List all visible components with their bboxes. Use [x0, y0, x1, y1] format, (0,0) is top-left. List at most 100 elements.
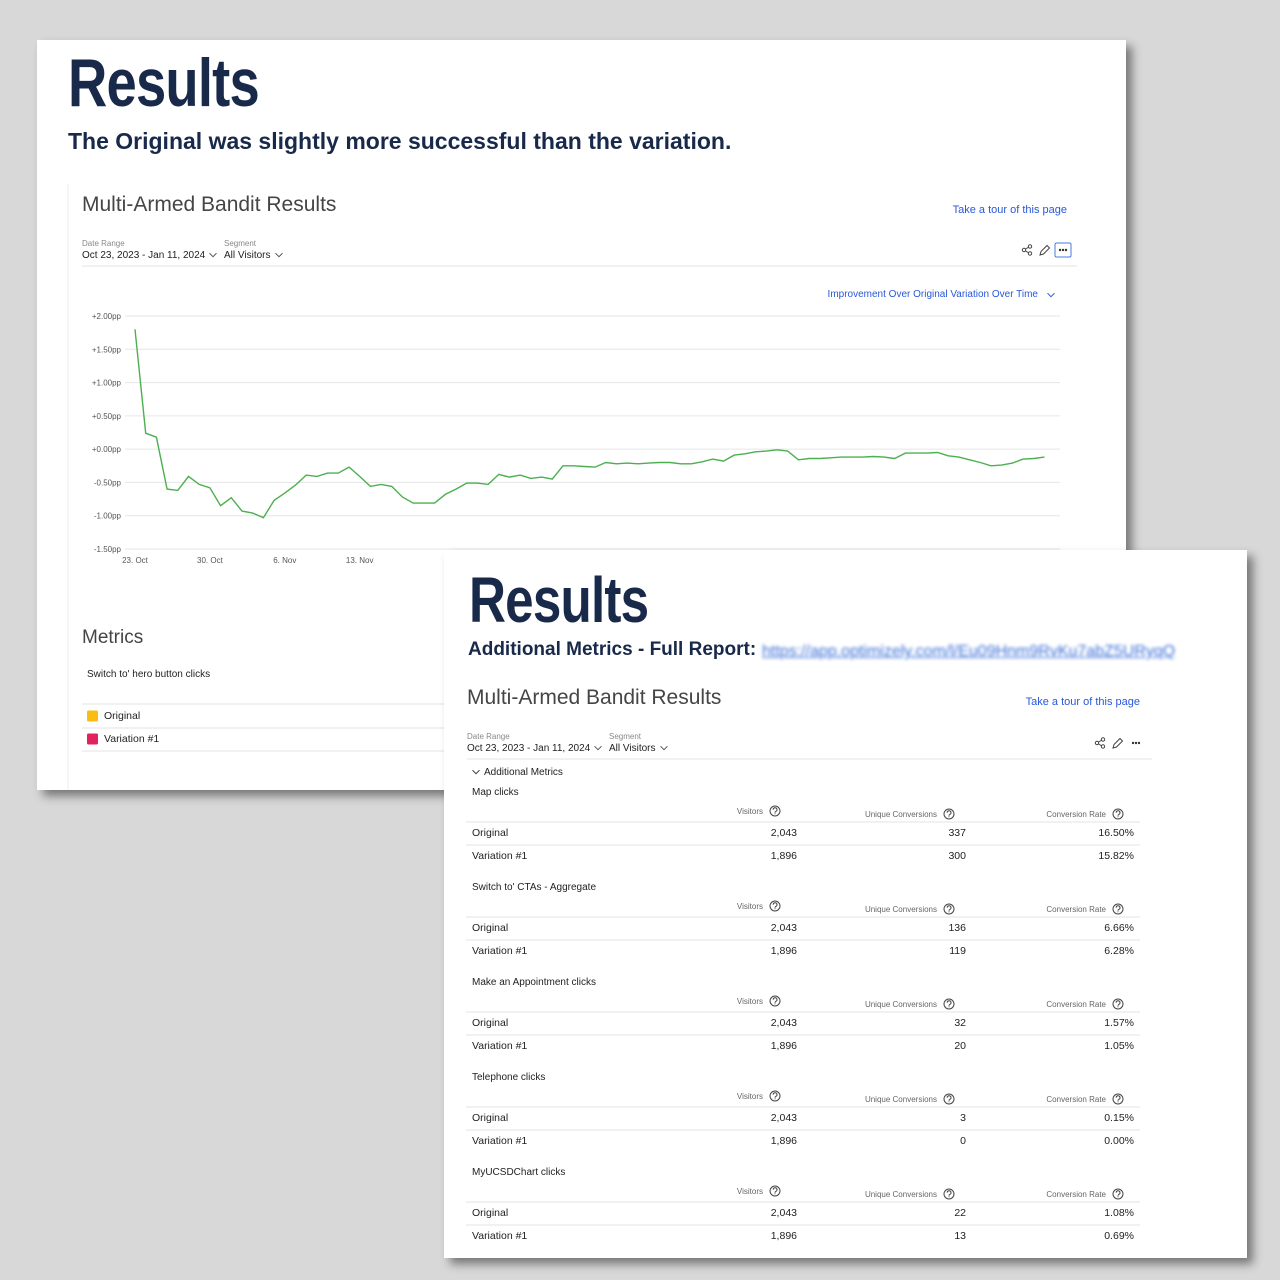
row-label: Variation #1: [472, 1229, 528, 1242]
help-icon: [1112, 1188, 1124, 1200]
cell: 6.66%: [1104, 921, 1134, 934]
column-header: Conversion Rate: [1046, 1000, 1106, 1010]
help-icon: [1112, 998, 1124, 1010]
x-tick-label: 23. Oct: [122, 556, 149, 565]
cell: 2,043: [770, 1111, 797, 1124]
cell: 2,043: [770, 1016, 797, 1029]
chevron-icon: [209, 252, 217, 258]
chevron-icon: [1047, 292, 1055, 298]
chart-selector[interactable]: Improvement Over Original Variation Over…: [827, 289, 1038, 300]
row-label: Original: [472, 1111, 509, 1124]
tour-link[interactable]: Take a tour of this page: [952, 204, 1067, 217]
help-icon: [769, 1185, 781, 1197]
cell: 136: [948, 921, 966, 934]
metric-name: Telephone clicks: [472, 1072, 546, 1083]
legend-swatch: [87, 733, 98, 745]
panel-graphics: -1.50pp -1.00pp -0.50pp +0.00pp +0.50pp +1.00…: [67, 184, 1077, 790]
cell: 300: [948, 849, 966, 862]
y-tick-label: +1.00pp: [92, 379, 122, 388]
report-link[interactable]: https://app.optimizely.com/l/Eu09Hnm9RvK…: [762, 643, 1176, 661]
help-icon-mark: [772, 1187, 778, 1195]
row-label: Variation #1: [472, 1134, 528, 1147]
cell: 1,896: [770, 1039, 797, 1052]
cell: 1.05%: [1104, 1039, 1134, 1052]
help-icon: [769, 805, 781, 817]
y-tick-label: +0.00pp: [92, 445, 122, 454]
segment[interactable]: All Visitors: [224, 250, 271, 261]
share-icon[interactable]: [1027, 244, 1033, 249]
date-range-label: Date Range: [467, 732, 510, 742]
segment[interactable]: All Visitors: [609, 743, 656, 754]
more-icon[interactable]: [1134, 741, 1138, 745]
report-title: Multi-Armed Bandit Results: [82, 193, 337, 217]
edit-icon[interactable]: [1039, 244, 1051, 256]
help-icon-mark: [1115, 1000, 1121, 1008]
column-header: Unique Conversions: [864, 1095, 937, 1105]
page-title: Results: [469, 563, 649, 636]
segment-label: Segment: [609, 732, 642, 742]
help-icon-mark: [772, 902, 778, 910]
chevron-icon: [594, 745, 602, 751]
legend-label: Variation #1: [104, 732, 160, 745]
column-header: Conversion Rate: [1046, 810, 1106, 820]
cell: 0.69%: [1104, 1229, 1134, 1242]
more-button-box: [1054, 242, 1072, 258]
help-icon-mark: [1115, 1190, 1121, 1198]
cell: 32: [954, 1016, 966, 1029]
column-header: Unique Conversions: [864, 905, 937, 915]
y-tick-label: +0.50pp: [92, 412, 122, 421]
help-icon: [769, 900, 781, 912]
help-icon: [1112, 903, 1124, 915]
more-icon[interactable]: [1137, 741, 1141, 745]
share-icon[interactable]: [1021, 247, 1027, 253]
cell: 0.15%: [1104, 1111, 1134, 1124]
help-icon-mark: [1115, 810, 1121, 818]
tour-link[interactable]: Take a tour of this page: [1025, 696, 1140, 709]
cell: 2,043: [770, 1206, 797, 1219]
more-icon[interactable]: [1061, 248, 1065, 252]
x-tick-label: 6. Nov: [273, 556, 296, 565]
share-icon[interactable]: [1100, 737, 1106, 742]
chevron-icon: [660, 745, 668, 751]
share-icon[interactable]: [1027, 251, 1033, 256]
column-header: Unique Conversions: [864, 1190, 937, 1200]
section-title[interactable]: Additional Metrics: [484, 767, 563, 778]
more-icon[interactable]: [1131, 741, 1135, 745]
x-tick-label: 30. Oct: [197, 556, 224, 565]
y-tick-label: -1.00pp: [94, 512, 122, 521]
cell: 1.08%: [1104, 1206, 1134, 1219]
help-icon: [943, 903, 955, 915]
additional-metrics-panel: Results Additional Metrics - Full Report:…: [444, 550, 1247, 1258]
help-icon: [769, 995, 781, 1007]
y-tick-label: -0.50pp: [94, 478, 122, 487]
cell: 1.57%: [1104, 1016, 1134, 1029]
metrics-title: Metrics: [82, 626, 144, 648]
date-range[interactable]: Oct 23, 2023 - Jan 11, 2024: [82, 250, 206, 261]
edit-icon[interactable]: [1112, 737, 1124, 749]
column-header: Unique Conversions: [864, 810, 937, 820]
page-subtitle: The Original was slightly more successfu…: [68, 128, 732, 155]
more-icon[interactable]: [1064, 248, 1068, 252]
cell: 16.50%: [1098, 826, 1134, 839]
cell: 1,896: [770, 1229, 797, 1242]
share-icon[interactable]: [1094, 740, 1100, 746]
metric-name: Map clicks: [472, 787, 519, 798]
cell: 3: [960, 1111, 966, 1124]
more-icon[interactable]: [1058, 248, 1062, 252]
row-label: Original: [472, 1206, 509, 1219]
help-icon-mark: [946, 905, 952, 913]
cell: 0.00%: [1104, 1134, 1134, 1147]
share-icon-link: [1098, 739, 1102, 747]
row-label: Original: [472, 826, 509, 839]
data-line: [134, 329, 1045, 519]
cell: 22: [954, 1206, 966, 1219]
help-icon-mark: [946, 810, 952, 818]
legend-swatch: [87, 710, 98, 722]
column-header: Conversion Rate: [1046, 1095, 1106, 1105]
row-label: Original: [472, 921, 509, 934]
row-label: Variation #1: [472, 849, 528, 862]
y-tick-label: -1.50pp: [94, 545, 122, 554]
share-icon[interactable]: [1100, 744, 1106, 749]
cell: 0: [960, 1134, 966, 1147]
date-range[interactable]: Oct 23, 2023 - Jan 11, 2024: [467, 743, 591, 754]
